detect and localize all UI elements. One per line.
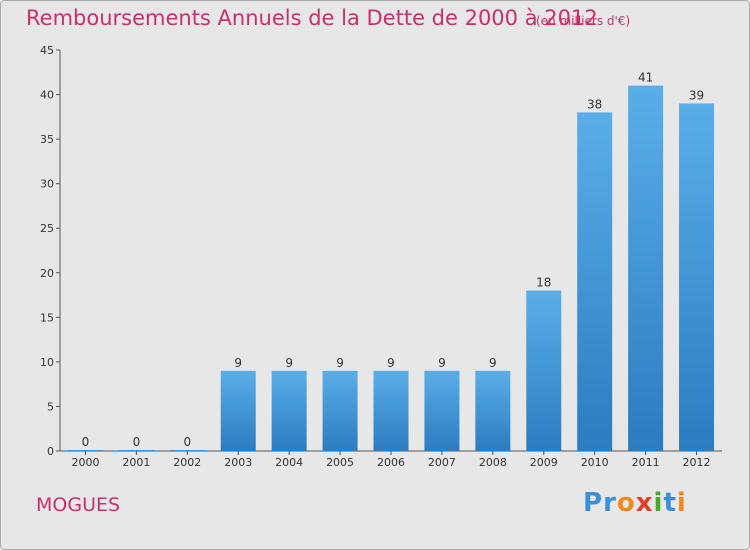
bar bbox=[628, 85, 664, 452]
x-tick-label: 2003 bbox=[224, 456, 252, 469]
data-label: 0 bbox=[183, 435, 191, 449]
x-tick-label: 2004 bbox=[275, 456, 303, 469]
bar bbox=[679, 103, 715, 451]
x-tick-label: 2010 bbox=[581, 456, 609, 469]
x-tick-label: 2009 bbox=[530, 456, 558, 469]
x-tick-label: 2007 bbox=[428, 456, 456, 469]
bar bbox=[373, 370, 409, 451]
y-tick-label: 25 bbox=[40, 222, 54, 235]
x-tick-label: 2001 bbox=[122, 456, 150, 469]
bar bbox=[67, 450, 103, 451]
data-label: 0 bbox=[133, 435, 141, 449]
bar bbox=[220, 370, 256, 451]
commune-name: MOGUES bbox=[36, 494, 121, 516]
y-tick-label: 5 bbox=[47, 400, 54, 413]
y-tick-label: 15 bbox=[40, 311, 54, 324]
data-label: 39 bbox=[689, 88, 704, 102]
data-label: 9 bbox=[234, 356, 242, 370]
bar bbox=[118, 450, 154, 451]
bar bbox=[475, 370, 511, 451]
logo-letter: x bbox=[635, 488, 654, 518]
logo-letter: r bbox=[603, 488, 617, 518]
data-label: 0 bbox=[82, 435, 90, 449]
x-tick-label: 2006 bbox=[377, 456, 405, 469]
x-tick-label: 2002 bbox=[173, 456, 201, 469]
y-tick-label: 45 bbox=[40, 44, 54, 57]
x-tick-label: 2008 bbox=[479, 456, 507, 469]
data-label: 9 bbox=[336, 356, 344, 370]
proxiti-logo: Proxiti bbox=[583, 488, 687, 518]
data-label: 9 bbox=[285, 356, 293, 370]
bar bbox=[322, 370, 358, 451]
bar bbox=[169, 450, 205, 451]
logo-letter: o bbox=[616, 488, 636, 518]
x-tick-label: 2000 bbox=[71, 456, 99, 469]
bar bbox=[577, 112, 613, 451]
y-tick-label: 20 bbox=[40, 267, 54, 280]
bar bbox=[526, 290, 562, 451]
data-label: 41 bbox=[638, 71, 653, 85]
data-label: 18 bbox=[536, 276, 551, 290]
y-tick-label: 40 bbox=[40, 89, 54, 102]
x-tick-label: 2012 bbox=[683, 456, 711, 469]
x-tick-label: 2005 bbox=[326, 456, 354, 469]
y-tick-label: 10 bbox=[40, 356, 54, 369]
y-tick-label: 0 bbox=[47, 445, 54, 458]
x-tick-label: 2011 bbox=[632, 456, 660, 469]
y-tick-label: 30 bbox=[40, 178, 54, 191]
chart-title: Remboursements Annuels de la Dette de 20… bbox=[26, 6, 598, 30]
logo-letter: i bbox=[676, 488, 687, 518]
logo-letter: t bbox=[663, 488, 677, 518]
logo-letter: P bbox=[583, 488, 604, 518]
y-tick-label: 35 bbox=[40, 133, 54, 146]
data-label: 9 bbox=[489, 356, 497, 370]
data-label: 38 bbox=[587, 97, 602, 111]
bar bbox=[271, 370, 307, 451]
logo-letter: i bbox=[653, 488, 664, 518]
data-label: 9 bbox=[387, 356, 395, 370]
bar bbox=[424, 370, 460, 451]
data-label: 9 bbox=[438, 356, 446, 370]
chart-unit: (en milliers d'€) bbox=[536, 14, 631, 28]
